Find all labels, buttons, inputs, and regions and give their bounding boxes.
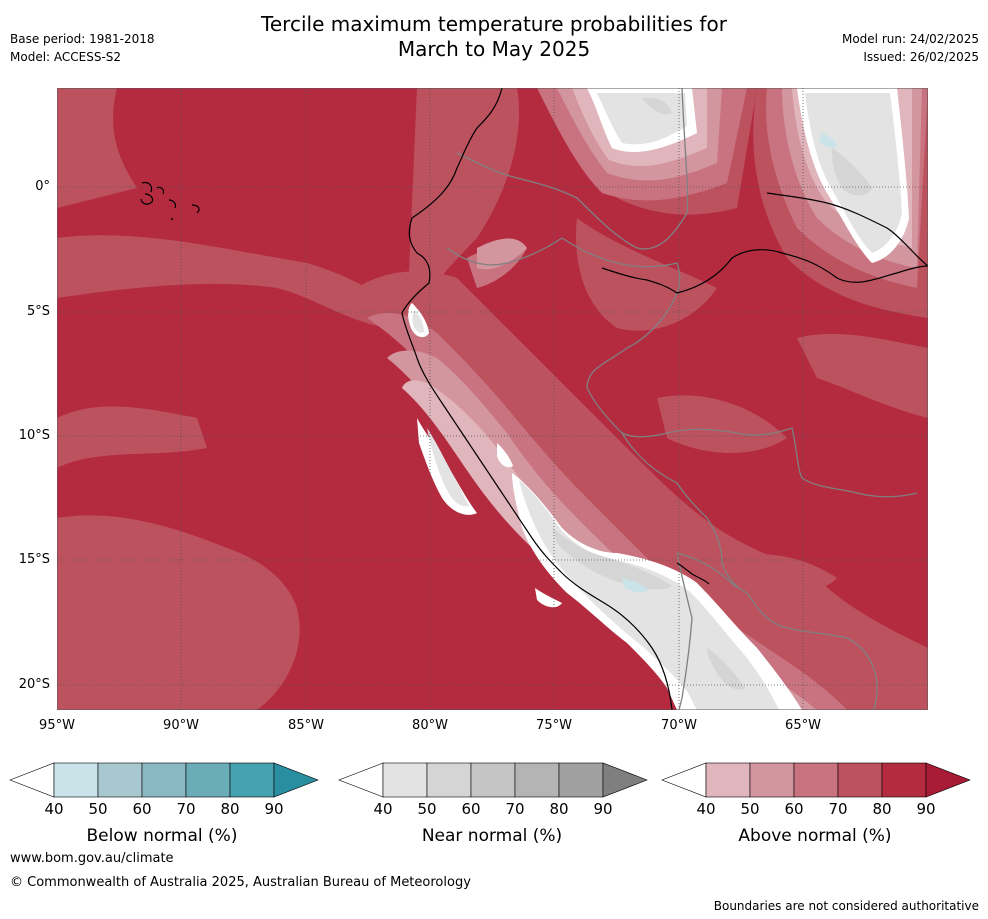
colorbar-below-normal (9, 762, 319, 798)
colorbar-bin (514, 762, 560, 798)
lon-label-80w: 80°W (412, 718, 448, 733)
graticule (57, 88, 928, 710)
lat-label-15s: 15°S (18, 552, 50, 567)
colorbar-tick-label: 50 (88, 800, 108, 818)
lon-label-65w: 65°W (785, 718, 821, 733)
colorbar-bin (558, 762, 604, 798)
colorbar-bin (141, 762, 187, 798)
colorbar-bin (382, 762, 428, 798)
title-line-1: Tercile maximum temperature probabilitie… (261, 12, 727, 36)
map-frame (57, 88, 928, 710)
colorbar-bin (426, 762, 472, 798)
colorbar-extend-high (273, 762, 319, 798)
copyright-text: © Commonwealth of Australia 2025, Austra… (10, 875, 471, 890)
meta-right: Model run: 24/02/2025 Issued: 26/02/2025 (842, 30, 979, 66)
coastlines (140, 88, 928, 710)
lat-label-20s: 20°S (18, 677, 50, 692)
colorbar-bin (229, 762, 275, 798)
base-period-text: Base period: 1981-2018 (10, 32, 155, 46)
lon-label-90w: 90°W (163, 718, 199, 733)
colorbar-tick-label: 80 (220, 800, 240, 818)
colorbar-tick-label: 40 (696, 800, 716, 818)
map-title: Tercile maximum temperature probabilitie… (0, 12, 988, 62)
colorbar-tick-label: 90 (593, 800, 613, 818)
title-line-2: March to May 2025 (397, 37, 591, 61)
colorbar-tick-label: 70 (828, 800, 848, 818)
model-run-text: Model run: 24/02/2025 (841, 32, 979, 46)
colorbar-bin (705, 762, 751, 798)
probability-map (57, 88, 928, 710)
near-normal-zones (408, 88, 909, 710)
colorbar-extend-low (338, 762, 384, 798)
colorbar-legends (9, 762, 971, 798)
colorbar-tick-label: 90 (264, 800, 284, 818)
colorbar-tick-label: 50 (740, 800, 760, 818)
colorbar-tick-label: 80 (549, 800, 569, 818)
colorbar-tick-label: 70 (176, 800, 196, 818)
lon-label-85w: 85°W (288, 718, 324, 733)
website-url: www.bom.gov.au/climate (10, 851, 174, 866)
colorbar-tick-label: 40 (373, 800, 393, 818)
colorbar-tick-label: 50 (417, 800, 437, 818)
colorbar-bin (749, 762, 795, 798)
colorbar-bin (837, 762, 883, 798)
meta-left: Base period: 1981-2018 Model: ACCESS-S2 (10, 30, 155, 66)
model-text: Model: ACCESS-S2 (10, 50, 122, 64)
colorbar-near-normal-label: Near normal (%) (421, 826, 563, 846)
issued-text: Issued: 26/02/2025 (863, 50, 979, 64)
colorbar-extend-low (9, 762, 55, 798)
colorbar-tick-label: 80 (872, 800, 892, 818)
lat-label-5s: 5°S (26, 304, 50, 319)
disclaimer-text: Boundaries are not considered authoritat… (713, 899, 979, 913)
colorbar-tick-label: 60 (461, 800, 481, 818)
colorbar-tick-label: 90 (916, 800, 936, 818)
colorbar-near-normal (338, 762, 648, 798)
colorbar-bin (53, 762, 99, 798)
colorbar-tick-label: 60 (132, 800, 152, 818)
colorbar-above-normal-label: Above normal (%) (738, 826, 892, 846)
country-borders (446, 88, 918, 710)
lon-label-75w: 75°W (536, 718, 572, 733)
colorbar-extend-high (925, 762, 971, 798)
colorbar-tick-label: 70 (505, 800, 525, 818)
colorbar-below-normal-label: Below normal (%) (86, 826, 238, 846)
colorbar-tick-label: 60 (784, 800, 804, 818)
lon-label-95w: 95°W (39, 718, 75, 733)
colorbar-bin (185, 762, 231, 798)
colorbar-tick-label: 40 (44, 800, 64, 818)
lat-label-10s: 10°S (18, 428, 50, 443)
colorbar-extend-low (661, 762, 707, 798)
colorbar-bin (97, 762, 143, 798)
lon-label-70w: 70°W (661, 718, 697, 733)
colorbar-extend-high (602, 762, 648, 798)
lat-label-0: 0° (35, 179, 50, 194)
colorbar-bin (881, 762, 927, 798)
colorbar-above-normal (661, 762, 971, 798)
colorbar-bin (470, 762, 516, 798)
colorbar-bin (793, 762, 839, 798)
